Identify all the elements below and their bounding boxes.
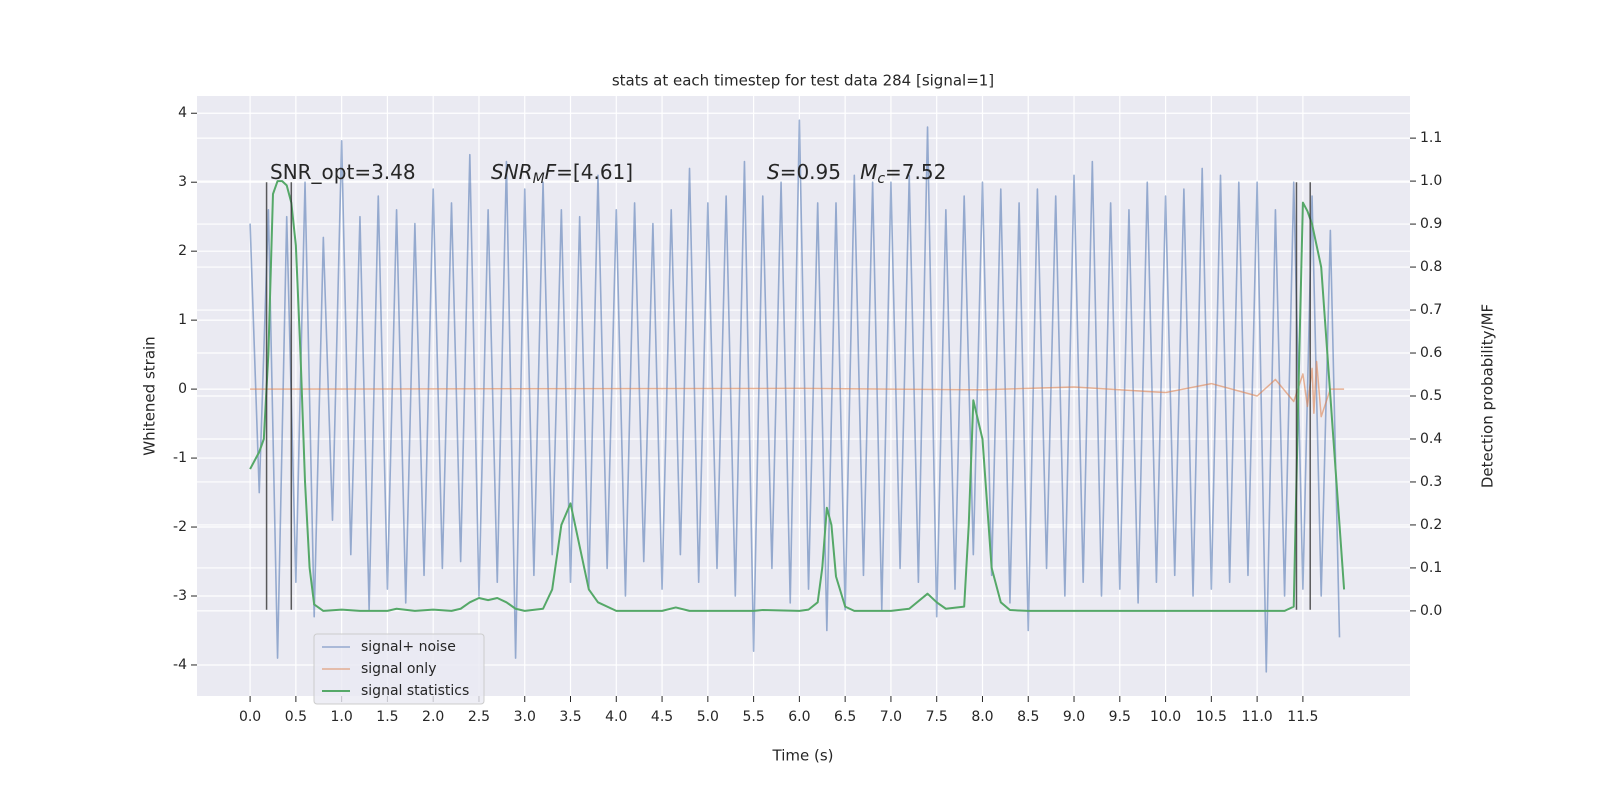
x-tick-label: 0.0 <box>239 709 261 725</box>
series-line <box>249 180 1346 612</box>
annotation-part: =0.95 <box>780 160 860 184</box>
x-tick-label: 3.0 <box>514 709 536 725</box>
x-tick-label: 9.0 <box>1063 709 1085 725</box>
x-tick-label: 7.5 <box>926 709 948 725</box>
annotation-part: =7.52 <box>885 160 946 184</box>
annotation-part: =[4.61] <box>556 160 633 184</box>
legend-label: signal only <box>361 661 436 677</box>
series-line <box>249 119 1341 673</box>
x-tick-label: 9.5 <box>1109 709 1131 725</box>
annotation-part: c <box>877 171 885 187</box>
x-tick-label: 10.0 <box>1150 709 1181 725</box>
y-tick-label: 1 <box>178 312 187 328</box>
marks <box>249 119 1346 673</box>
legend-label: signal+ noise <box>361 639 456 655</box>
y-tick-label: 3 <box>178 174 187 190</box>
y2-tick-label: 1.0 <box>1420 173 1442 189</box>
y2-tick-label: 0.4 <box>1420 431 1442 447</box>
y2-tick-label: 0.3 <box>1420 474 1442 490</box>
annotation-part: M <box>533 171 545 187</box>
x-tick-label: 6.0 <box>788 709 810 725</box>
y2-tick-label: 0.9 <box>1420 216 1442 232</box>
x-tick-label: 8.0 <box>971 709 993 725</box>
overlay: SNR_opt=3.48 SNRMF=[4.61] S=0.95 Mc=7.52si… <box>270 160 946 705</box>
annotation-part: F <box>545 160 557 184</box>
annotation-part: M <box>860 160 877 184</box>
x-tick-label: 4.0 <box>605 709 627 725</box>
y2-tick-label: 0.5 <box>1420 388 1442 404</box>
y2-tick-label: 0.8 <box>1420 259 1442 275</box>
series-line <box>250 360 1345 418</box>
annotation: SNR_opt=3.48 <box>270 160 416 184</box>
y2-tick-label: 0.6 <box>1420 345 1442 361</box>
x-tick-label: 7.0 <box>880 709 902 725</box>
y-tick-label: 0 <box>178 381 187 397</box>
x-tick-label: 11.0 <box>1242 709 1273 725</box>
annotation-part: SNR <box>491 160 533 184</box>
y2-tick-label: 0.7 <box>1420 302 1442 318</box>
annotation: S=0.95 Mc=7.52 <box>767 160 946 188</box>
annotation-part: S <box>767 160 780 184</box>
x-tick-label: 5.5 <box>742 709 764 725</box>
y-tick-label: 4 <box>178 105 187 121</box>
y-tick-label: -3 <box>173 588 187 604</box>
x-tick-label: 0.5 <box>285 709 307 725</box>
x-tick-label: 10.5 <box>1196 709 1227 725</box>
x-tick-label: 4.5 <box>651 709 673 725</box>
x-tick-label: 1.5 <box>376 709 398 725</box>
x-tick-label: 3.5 <box>559 709 581 725</box>
y-axis-label: Whitened strain <box>141 336 159 455</box>
annotation-part: SNR_opt=3.48 <box>270 160 416 184</box>
y2-tick-label: 1.1 <box>1420 130 1442 146</box>
x-tick-label: 11.5 <box>1287 709 1318 725</box>
y2-tick-label: 0.0 <box>1420 603 1442 619</box>
y2-tick-label: 0.1 <box>1420 560 1442 576</box>
x-tick-label: 6.5 <box>834 709 856 725</box>
x-tick-label: 1.0 <box>331 709 353 725</box>
annotation: SNRMF=[4.61] <box>491 160 633 188</box>
x-tick-label: 5.0 <box>697 709 719 725</box>
y2-tick-label: 0.2 <box>1420 517 1442 533</box>
x-axis-label: Time (s) <box>772 747 834 765</box>
legend: signal+ noise signal only signal statistic… <box>313 633 485 705</box>
y-tick-label: -4 <box>173 657 187 673</box>
chart-title: stats at each timestep for test data 284… <box>612 72 994 90</box>
y-tick-label: -2 <box>173 519 187 535</box>
x-tick-label: 2.0 <box>422 709 444 725</box>
legend-box <box>313 633 485 705</box>
y-tick-label: -1 <box>173 450 187 466</box>
y-tick-label: 2 <box>178 243 187 259</box>
y2-axis-label: Detection probability/MF <box>1479 304 1497 488</box>
x-tick-label: 8.5 <box>1017 709 1039 725</box>
legend-label: signal statistics <box>361 683 469 699</box>
x-tick-label: 2.5 <box>468 709 490 725</box>
